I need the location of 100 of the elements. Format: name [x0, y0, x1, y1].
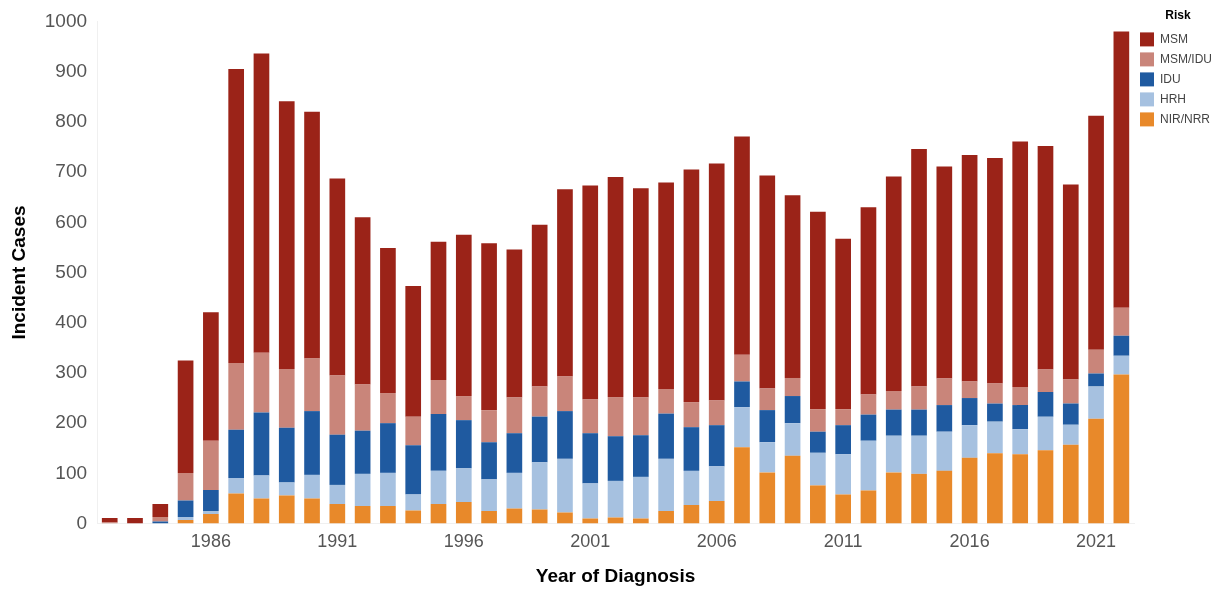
bar — [810, 409, 826, 432]
bar — [607, 480, 624, 518]
y-tick-label: 900 — [55, 59, 88, 81]
bar — [1113, 307, 1130, 336]
bar — [354, 506, 371, 524]
bar — [1062, 424, 1079, 445]
bar — [278, 427, 295, 483]
bar — [354, 473, 371, 507]
x-tick-label: 2016 — [949, 531, 990, 552]
bar — [506, 433, 523, 473]
bar — [607, 436, 624, 481]
bar — [405, 445, 422, 495]
bar — [1037, 369, 1054, 393]
bar — [127, 518, 143, 524]
bar — [734, 136, 750, 355]
bar — [253, 475, 270, 499]
bar — [734, 381, 750, 408]
bar — [177, 500, 194, 518]
bar — [810, 211, 826, 410]
bar — [557, 458, 573, 513]
bar — [455, 396, 472, 421]
bar — [380, 247, 396, 394]
bar — [961, 381, 978, 399]
bar — [557, 376, 573, 412]
bar — [936, 378, 953, 406]
bar — [860, 440, 877, 491]
bar — [481, 511, 497, 524]
bar — [683, 470, 700, 506]
bar — [228, 493, 245, 524]
bar — [304, 474, 320, 499]
bar — [329, 375, 346, 435]
bar — [278, 482, 295, 496]
x-tick-label: 2001 — [570, 531, 611, 552]
x-tick-label: 1991 — [317, 531, 358, 552]
y-tick-label: 100 — [55, 461, 88, 483]
bar — [455, 234, 472, 397]
bar — [961, 425, 978, 458]
bar — [506, 472, 523, 509]
bar — [784, 423, 801, 456]
y-tick-label: 800 — [55, 110, 88, 132]
bar — [304, 111, 320, 359]
bar — [658, 413, 674, 459]
legend-label: NIR/NRR — [1160, 111, 1211, 126]
legend-label: MSM — [1160, 31, 1188, 46]
bar — [835, 454, 851, 495]
bar — [860, 490, 877, 524]
bar — [658, 511, 674, 524]
bar — [1062, 379, 1079, 404]
bar — [860, 414, 877, 441]
bar — [987, 158, 1003, 384]
bar — [1062, 444, 1079, 524]
bar — [734, 354, 750, 382]
bar — [152, 517, 169, 522]
y-tick-label: 500 — [55, 260, 88, 282]
bar — [1113, 335, 1130, 356]
bar — [354, 384, 371, 431]
bar — [759, 472, 776, 524]
bar — [1088, 418, 1104, 524]
bar — [481, 410, 497, 443]
y-tick-label: 0 — [76, 511, 88, 533]
bar — [228, 69, 245, 363]
bar — [557, 411, 573, 459]
bar — [1012, 454, 1029, 524]
bar — [203, 489, 219, 512]
bar — [531, 416, 548, 463]
bar — [835, 409, 851, 426]
bar — [582, 433, 599, 484]
bar — [203, 511, 219, 515]
y-axis-title: Incident Cases — [7, 205, 29, 340]
bar — [987, 403, 1003, 422]
bar — [455, 420, 472, 469]
bar — [405, 416, 422, 446]
x-axis-title: Year of Diagnosis — [535, 564, 696, 586]
bar — [481, 442, 497, 480]
bar — [1037, 145, 1054, 370]
bar — [228, 429, 245, 478]
bar — [1012, 141, 1029, 387]
bar — [810, 485, 826, 524]
bar — [885, 409, 902, 436]
bar — [911, 386, 927, 410]
bar — [557, 512, 573, 524]
bar — [683, 169, 700, 403]
bar — [481, 479, 497, 512]
bar — [632, 435, 649, 477]
bar — [405, 494, 422, 511]
bar — [203, 312, 219, 441]
bar — [1113, 31, 1130, 308]
bar — [1012, 429, 1029, 455]
x-tick-label: 2011 — [823, 531, 863, 552]
y-tick-label: 300 — [55, 361, 88, 383]
bar — [784, 455, 801, 524]
bar — [936, 166, 953, 379]
bar — [911, 409, 927, 436]
bar — [708, 466, 725, 501]
bar — [734, 447, 750, 524]
bar — [632, 476, 649, 519]
bar — [987, 421, 1003, 454]
bar — [531, 224, 548, 387]
bar — [911, 473, 927, 524]
bar — [203, 514, 219, 524]
